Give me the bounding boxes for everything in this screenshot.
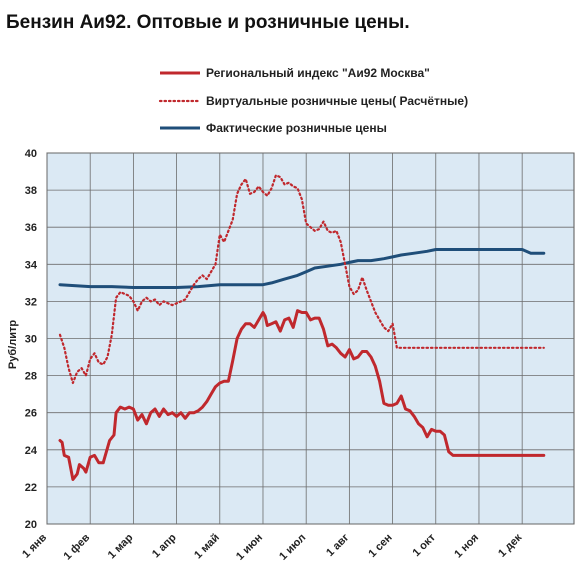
- series-line-2: [58, 248, 546, 289]
- y-tick-label: 26: [25, 408, 37, 420]
- x-tick-label: 1 апр: [150, 531, 179, 560]
- y-tick-label: 40: [25, 148, 37, 160]
- x-tick-label: 1 фев: [62, 531, 93, 562]
- legend-label-0: Региональный индекс "Аи92 Москва": [206, 66, 430, 80]
- x-tick-label: 1 июл: [277, 532, 308, 563]
- x-tick-label: 1 дек: [496, 531, 524, 559]
- y-tick-label: 20: [25, 519, 37, 531]
- chart-title: Бензин Аи92. Оптовые и розничные цены.: [6, 12, 410, 33]
- series-layer: [58, 174, 546, 481]
- y-tick-label: 34: [25, 259, 38, 271]
- x-tick-label: 1 мар: [106, 531, 136, 561]
- y-axis-label: Руб/литр: [7, 320, 19, 369]
- y-tick-label: 22: [25, 482, 37, 494]
- x-tick-label: 1 янв: [20, 531, 49, 560]
- x-tick-label: 1 сен: [366, 532, 394, 560]
- grid: [46, 152, 574, 525]
- y-tick-label: 38: [25, 185, 37, 197]
- series-line-1: [58, 174, 545, 385]
- series-line-0: [58, 309, 546, 481]
- legend-label-2: Фактические розничные цены: [206, 121, 387, 135]
- legend-label-1: Виртуальные розничные цены( Расчётные): [206, 94, 468, 108]
- y-tick-label: 36: [25, 222, 37, 234]
- y-tick-label: 32: [25, 296, 37, 308]
- y-tick-label: 24: [25, 445, 38, 457]
- x-tick-label: 1 ноя: [452, 532, 481, 561]
- y-tick-label: 28: [25, 371, 37, 383]
- x-tick-label: 1 май: [192, 532, 222, 562]
- x-tick-label: 1 июн: [234, 532, 265, 563]
- x-tick-label: 1 окт: [410, 531, 438, 559]
- legend: Региональный индекс "Аи92 Москва" Виртуал…: [158, 66, 468, 135]
- y-tick-label: 30: [25, 334, 37, 346]
- x-tick-label: 1 авг: [324, 531, 352, 559]
